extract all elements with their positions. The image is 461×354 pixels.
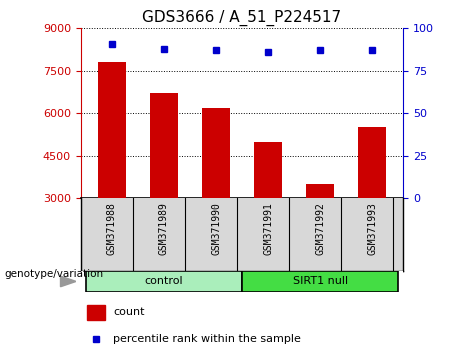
Title: GDS3666 / A_51_P224517: GDS3666 / A_51_P224517 bbox=[142, 9, 342, 25]
Bar bbox=[98, 62, 126, 198]
Text: count: count bbox=[113, 307, 144, 317]
Text: GSM371990: GSM371990 bbox=[211, 202, 221, 255]
Text: GSM371992: GSM371992 bbox=[315, 202, 325, 255]
Text: GSM371993: GSM371993 bbox=[367, 202, 377, 255]
Bar bbox=[202, 108, 230, 198]
Text: GSM371991: GSM371991 bbox=[263, 202, 273, 255]
Text: control: control bbox=[145, 276, 183, 286]
Bar bbox=[86, 271, 242, 292]
Bar bbox=[254, 142, 282, 198]
Bar bbox=[87, 305, 105, 320]
Text: percentile rank within the sample: percentile rank within the sample bbox=[113, 334, 301, 344]
Polygon shape bbox=[60, 276, 76, 287]
Text: GSM371988: GSM371988 bbox=[107, 202, 117, 255]
Text: GSM371989: GSM371989 bbox=[159, 202, 169, 255]
Text: SIRT1 null: SIRT1 null bbox=[293, 276, 348, 286]
Bar bbox=[306, 184, 334, 198]
Bar bbox=[242, 271, 398, 292]
Bar bbox=[150, 93, 178, 198]
Bar bbox=[358, 127, 386, 198]
Text: genotype/variation: genotype/variation bbox=[5, 269, 104, 279]
